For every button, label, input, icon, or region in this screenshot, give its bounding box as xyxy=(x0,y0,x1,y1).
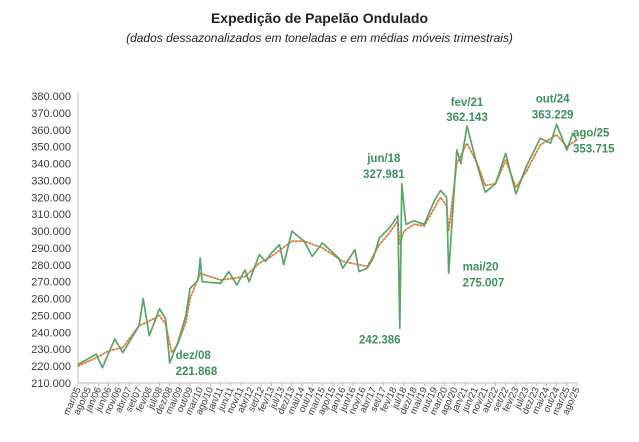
y-tick-label: 300.000 xyxy=(31,226,71,238)
y-tick-label: 310.000 xyxy=(31,209,71,221)
y-tick-label: 220.000 xyxy=(31,361,71,373)
annotation-date-label: ago/25 xyxy=(573,127,610,139)
y-tick-label: 360.000 xyxy=(31,125,71,137)
x-axis: mar/05ago/05jan/06jun/06nov/06abr/07set/… xyxy=(61,382,583,417)
annotation-date-label: dez/08 xyxy=(176,350,212,362)
y-tick-label: 250.000 xyxy=(31,310,71,322)
moving-average-line xyxy=(77,133,578,368)
y-tick-label: 260.000 xyxy=(31,294,71,306)
y-tick-label: 270.000 xyxy=(31,277,71,289)
annotation-value-label: 353.715 xyxy=(573,143,615,155)
annotation-date-label: mai/20 xyxy=(463,261,499,273)
y-tick-label: 320.000 xyxy=(31,192,71,204)
annotation-value-label: 275.007 xyxy=(463,277,505,289)
annotation-value-label: 363.229 xyxy=(532,109,574,121)
annotation-date-label: jun/18 xyxy=(366,153,401,165)
y-tick-label: 280.000 xyxy=(31,260,71,272)
annotation-value-label: 327.981 xyxy=(363,169,405,181)
y-tick-label: 380.000 xyxy=(31,91,71,103)
y-tick-label: 240.000 xyxy=(31,327,71,339)
y-axis: 210.000 220.000 230.000 240.000 250.000 260.0… xyxy=(31,91,79,390)
y-tick-label: 290.000 xyxy=(31,243,71,255)
y-tick-label: 370.000 xyxy=(31,108,71,120)
y-tick-label: 210.000 xyxy=(31,378,71,390)
chart-subtitle: (dados dessazonalizados em toneladas e e… xyxy=(126,31,513,45)
annotation-date-label: out/24 xyxy=(536,93,570,105)
y-tick-label: 230.000 xyxy=(31,344,71,356)
shipment-series-line xyxy=(77,123,578,369)
y-tick-label: 350.000 xyxy=(31,142,71,154)
annotation-date-label: fev/21 xyxy=(451,97,484,109)
annotation-value-label: 242.386 xyxy=(359,334,401,346)
y-tick-label: 340.000 xyxy=(31,159,71,171)
y-tick-label: 330.000 xyxy=(31,175,71,187)
annotation-value-label: 362.143 xyxy=(446,112,488,124)
annotation-value-label: 221.868 xyxy=(176,366,218,378)
series-layer xyxy=(77,123,578,369)
chart-title: Expedição de Papelão Ondulado xyxy=(210,10,429,26)
annotation-layer: dez/08 221.868 jun/18 327.981 242.386 fev/21 3… xyxy=(176,93,616,378)
